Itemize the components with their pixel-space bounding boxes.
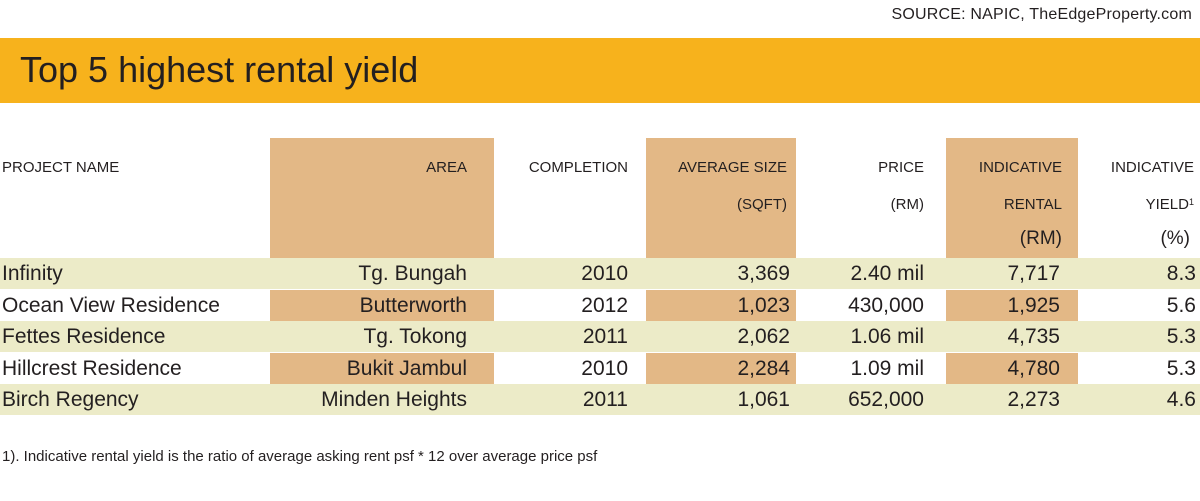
table-row: Infinity Tg. Bungah 2010 3,369 2.40 mil 7,717… [0,258,1200,289]
cell-area: Tg. Tokong [363,325,467,348]
cell-yield: 5.6 [1166,293,1196,317]
cell-yield: 5.3 [1166,325,1196,348]
cell-project-name: Infinity [2,262,63,285]
table-row: Ocean View Residence Butterworth 2012 1,023… [0,289,1200,321]
cell-area: Minden Heights [321,388,467,411]
footnote-marker: 1 [1188,197,1194,207]
cell-average-size: 1,023 [646,289,796,321]
cell-rental: 2,273 [1007,388,1060,411]
header-yield-line1: INDICATIVE [1110,159,1194,176]
header-rental-line2: RENTAL [1003,196,1062,213]
cell-completion: 2011 [582,325,628,348]
cell-rental: 1,925 [946,289,1078,321]
cell-completion: 2012 [581,293,628,317]
header-completion: COMPLETION [528,159,628,176]
cell-completion: 2010 [581,262,628,285]
header-yield-line2: YIELD1 [1145,196,1194,213]
cell-yield: 5.3 [1166,356,1196,380]
cell-project-name: Hillcrest Residence [2,356,182,380]
cell-project-name: Ocean View Residence [2,293,220,317]
area-column-band [270,138,494,258]
cell-average-size: 2,062 [737,325,790,348]
cell-rental: 4,780 [946,352,1078,384]
cell-yield: 8.3 [1166,262,1196,285]
header-price-line1: PRICE [878,159,924,176]
cell-project-name: Fettes Residence [2,325,166,348]
header-area: AREA [426,159,467,176]
cell-price: 652,000 [848,388,924,411]
cell-average-size: 1,061 [737,388,790,411]
cell-average-size: 3,369 [737,262,790,285]
table-row: Birch Regency Minden Heights 2011 1,061 652,… [0,384,1200,415]
page-title: Top 5 highest rental yield [20,49,419,90]
cell-area: Tg. Bungah [358,262,467,285]
source-text: SOURCE: NAPIC, TheEdgeProperty.com [891,6,1192,23]
header-size-line1: AVERAGE SIZE [678,159,787,176]
cell-area: Bukit Jambul [270,352,494,384]
cell-price: 1.09 mil [850,356,924,380]
cell-average-size: 2,284 [646,352,796,384]
cell-rental: 7,717 [1007,262,1060,285]
size-column-band [646,138,796,258]
header-price-line2: (RM) [890,196,924,213]
cell-rental: 4,735 [1007,325,1060,348]
header-yield-line3: (%) [1160,228,1190,249]
header-rental-line3: (RM) [1019,228,1062,249]
cell-completion: 2010 [581,356,628,380]
cell-price: 430,000 [848,293,924,317]
cell-price: 2.40 mil [850,262,924,285]
header-rental-line1: INDICATIVE [978,159,1062,176]
header-project-name: PROJECT NAME [2,159,120,176]
cell-area: Butterworth [270,289,494,321]
cell-completion: 2011 [582,388,628,411]
footnote: 1). Indicative rental yield is the ratio… [2,448,598,465]
header-size-line2: (SQFT) [737,196,787,213]
cell-yield: 4.6 [1166,388,1196,411]
table-header: PROJECT NAME AREA COMPLETION AVERAGE SIZ… [0,138,1200,258]
cell-price: 1.06 mil [850,325,924,348]
table-row: Fettes Residence Tg. Tokong 2011 2,062 1.06 … [0,321,1200,352]
cell-project-name: Birch Regency [2,388,139,411]
rental-column-band [946,138,1078,258]
table-row: Hillcrest Residence Bukit Jambul 2010 2,284… [0,352,1200,384]
title-banner: Top 5 highest rental yield [0,38,1200,103]
